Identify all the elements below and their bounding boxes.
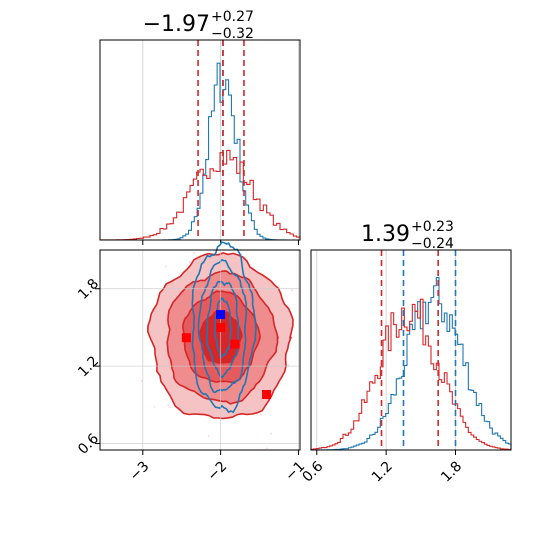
background-sample [140,380,143,382]
background-sample [193,251,196,254]
background-sample [168,406,171,409]
red-contour-line-1 [166,270,279,405]
background-sample [291,289,294,292]
contour-panel-frame [99,249,301,451]
histogram-2-blue-series [310,276,512,451]
background-sample [240,253,243,256]
histogram-2-title-value: 1.39 [361,222,410,247]
blue-contour-line-3 [214,297,232,359]
histogram-1-title-value: −1.97 [143,12,210,37]
background-sample [153,406,156,408]
hist2-tick-label-1: 1.2 [369,458,396,485]
contour-x-tick-label-1: −2 [204,458,230,484]
background-sample [189,261,191,264]
histogram-panel-2-frame [310,249,512,451]
marker-red-3 [230,339,240,349]
contour-x-tick-label-2: −1 [282,458,308,484]
background-sample [270,432,272,435]
histogram-2-red-series [310,298,512,450]
marker-red-1 [181,333,191,343]
marker-red-2 [216,322,226,332]
red-contour-line-0 [146,252,294,420]
contour-y-tick-label-1: 1.2 [75,353,102,380]
contour-panel: −3 −2 −1 0.6 1.2 1.8 [75,241,308,484]
background-sample [167,404,170,406]
histogram-2-title-upper: +0.23 [411,219,454,235]
contour-y-tick-label-0: 0.6 [75,431,102,458]
histogram-2-title-lower: −0.24 [411,236,454,252]
histogram-panel-1-frame [99,39,301,241]
marker-red-4 [262,390,272,400]
contour-y-tick-label-2: 1.8 [75,276,102,303]
hist2-tick-label-2: 1.8 [438,458,465,485]
histogram-1-red-series [99,149,301,241]
marker-blue-0 [216,310,226,320]
background-sample [207,435,210,438]
background-sample [266,447,268,450]
histogram-panel-1: −1.97 +0.27 −0.32 [99,9,301,245]
contour-x-tick-label-0: −3 [127,458,153,484]
background-sample [287,364,290,367]
histogram-1-title-upper: +0.27 [211,9,254,25]
blue-contour-line-1 [197,258,248,394]
blue-contour-line-2 [205,280,240,379]
background-sample [260,413,262,416]
histogram-1-title-lower: −0.32 [211,26,254,42]
blue-contour-line-0 [191,241,258,414]
histogram-panel-2: 0.6 1.2 1.8 1.39 +0.23 −0.24 [299,219,512,486]
background-sample [165,265,167,268]
